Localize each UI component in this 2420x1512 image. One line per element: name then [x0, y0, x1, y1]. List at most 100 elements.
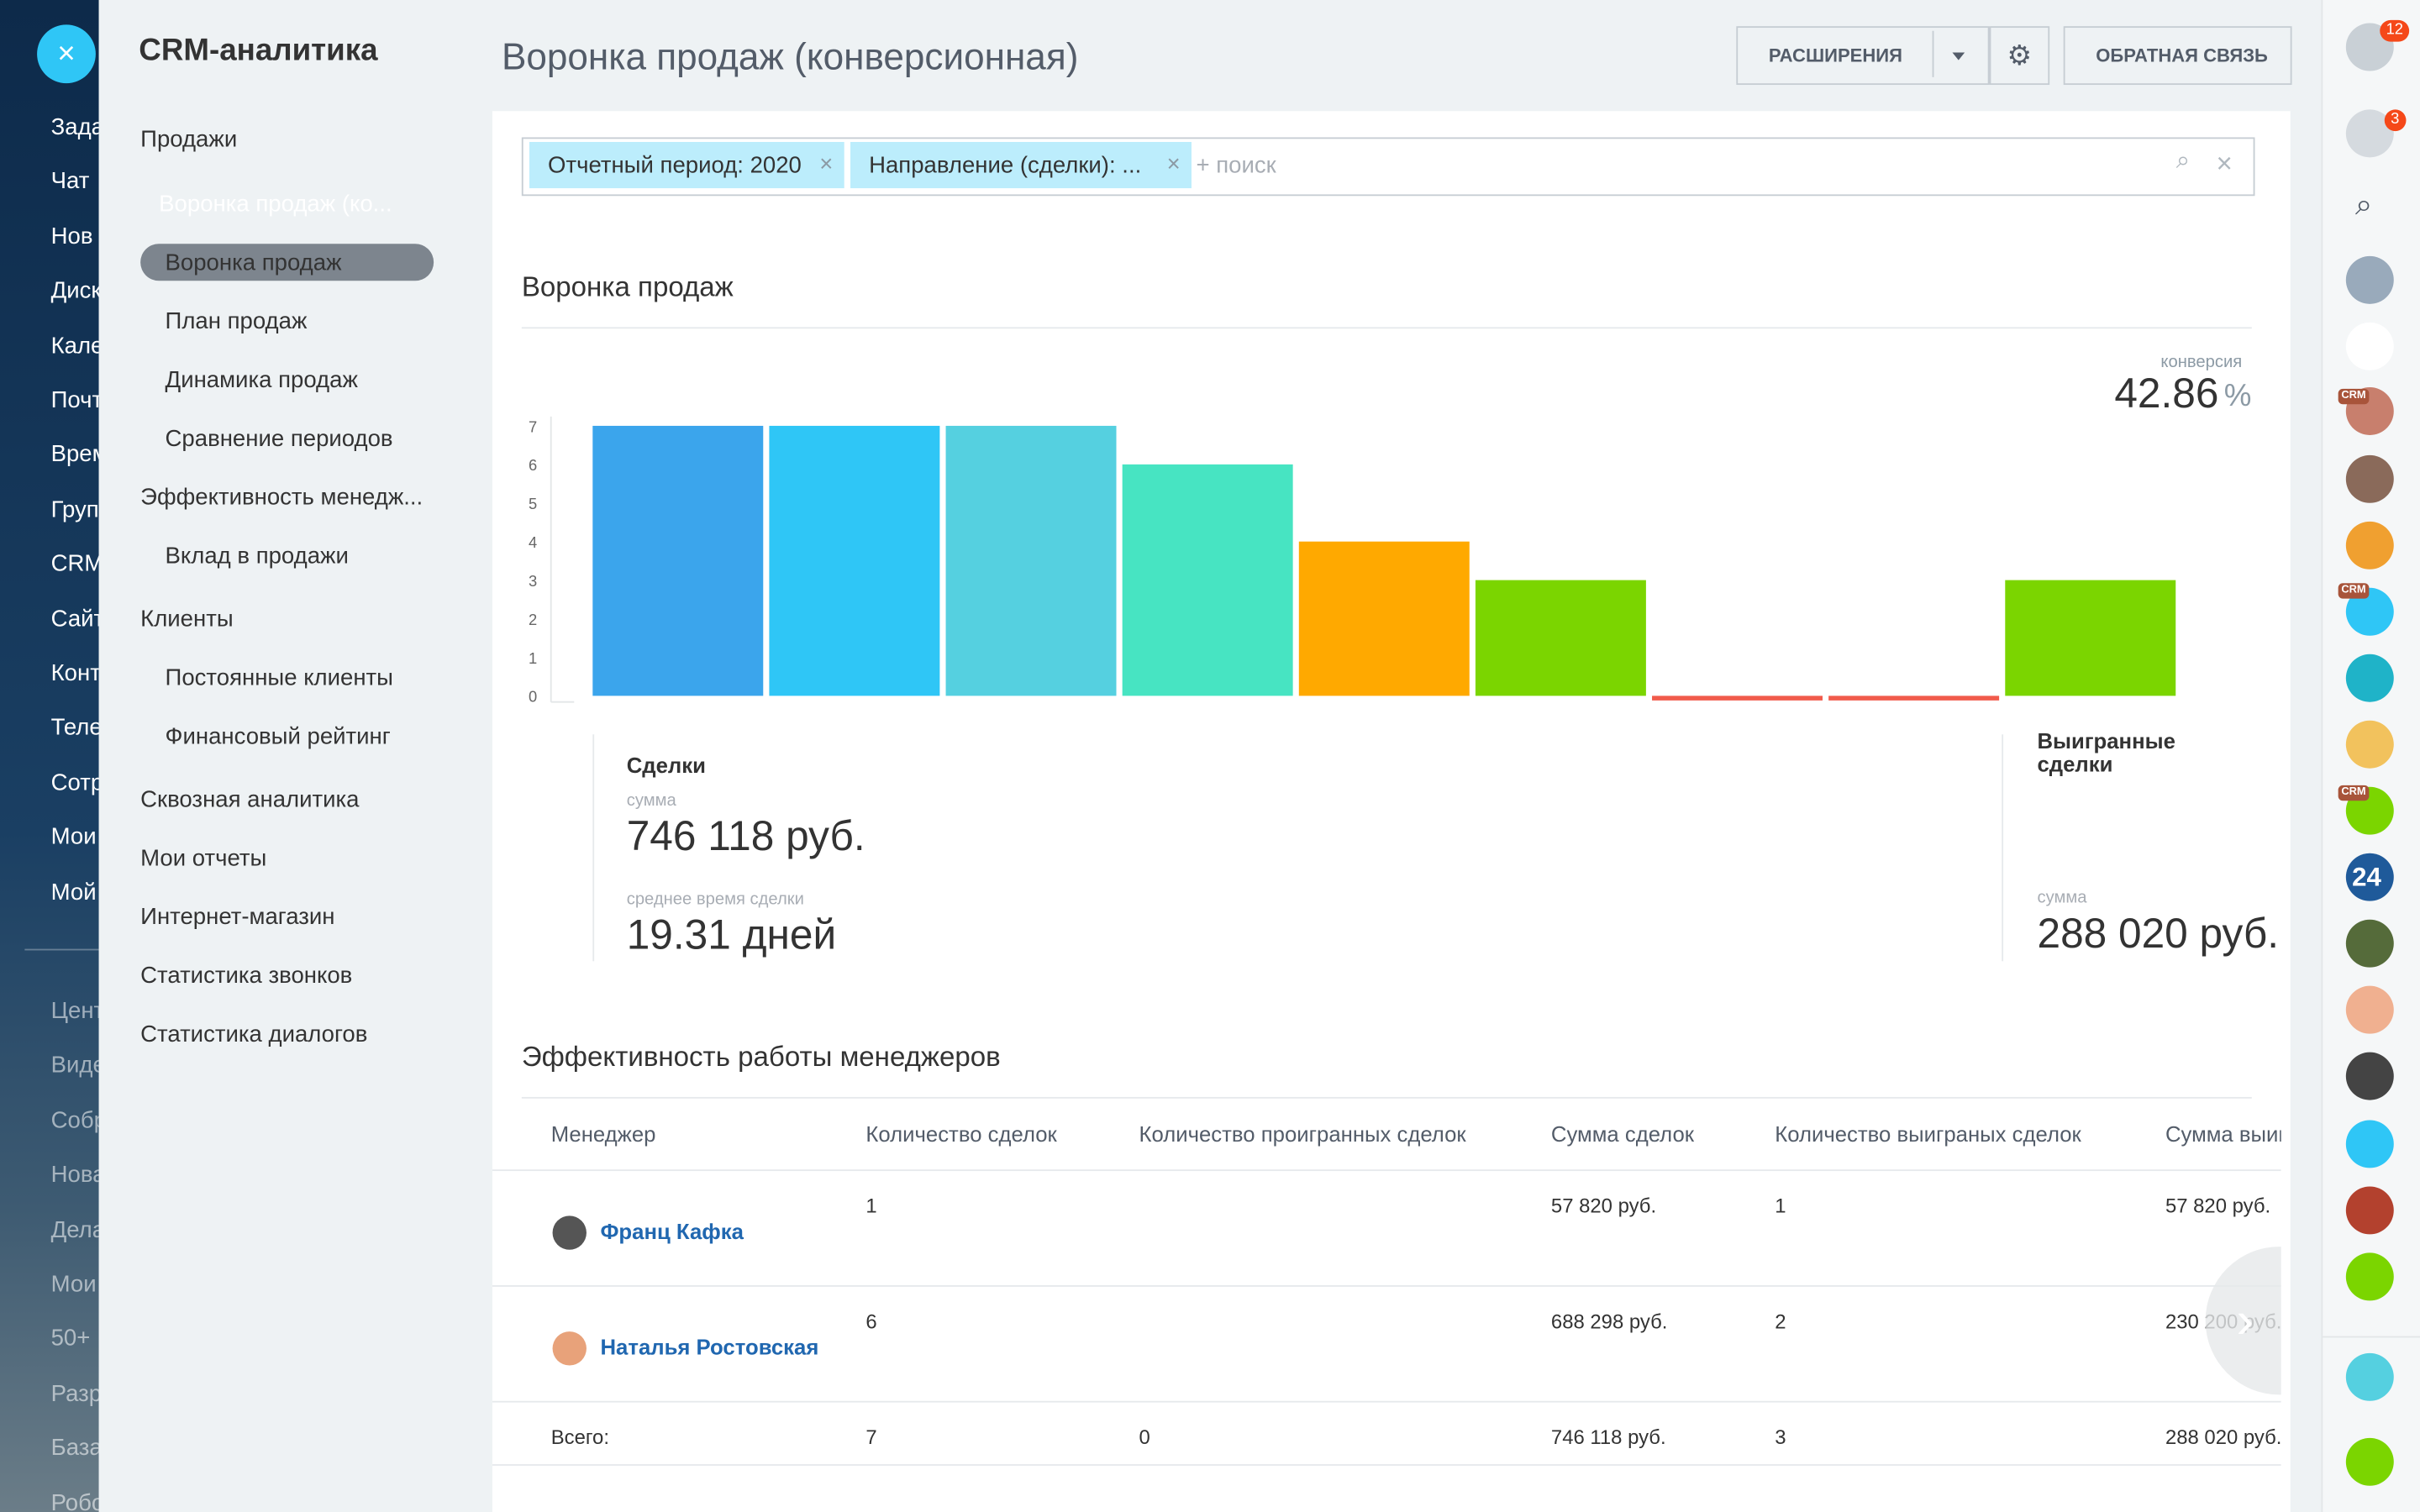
nav-subitem[interactable]: Динамика продаж [166, 367, 358, 393]
nav-item[interactable]: Статистика диалогов [140, 1021, 367, 1047]
left-menu-item[interactable]: Робо [51, 1490, 99, 1512]
nav-item[interactable]: Статистика звонков [140, 963, 352, 989]
section-title: Эффективность работы менеджеров [522, 1042, 1001, 1074]
nav-item[interactable]: Продажи [140, 127, 237, 153]
left-menu-item[interactable]: Дела [51, 1216, 99, 1242]
page-title: Воронка продаж (конверсионная) [502, 37, 1078, 80]
bar [1652, 696, 1823, 701]
left-menu-item[interactable]: Нов [51, 223, 93, 249]
nav-item[interactable]: Интернет-магазин [140, 904, 334, 930]
avatar [553, 1331, 587, 1365]
left-menu-item[interactable]: Теле [51, 715, 99, 741]
left-menu-item[interactable]: Цент [51, 998, 99, 1024]
left-menu-item[interactable]: Сайт [51, 606, 99, 632]
stat-title: Выигранные сделки [2037, 730, 2191, 776]
y-tick-label: 0 [529, 688, 537, 706]
total-cell: 3 [1775, 1425, 1786, 1449]
manager-link[interactable]: Наталья Ростовская [600, 1335, 818, 1359]
left-menu-item[interactable]: Кале [51, 333, 99, 359]
table: МенеджерКоличество сделокКоличество прои… [492, 1099, 2281, 1469]
nav-item[interactable]: Клиенты [140, 606, 233, 633]
settings-button[interactable]: ⚙ [1990, 26, 2050, 85]
bar [2005, 580, 2175, 696]
search-icon[interactable]: ⌕ [2176, 148, 2190, 176]
nav-subitem[interactable]: Постоянные клиенты [166, 665, 393, 691]
sidebar-avatar[interactable] [2346, 522, 2394, 570]
divider [24, 949, 98, 951]
left-menu-item[interactable]: 50+ [51, 1326, 91, 1352]
sidebar-avatar[interactable] [2346, 1120, 2394, 1168]
nav-item[interactable]: Сквозная аналитика [140, 787, 359, 813]
cell: 688 298 руб. [1551, 1310, 1668, 1333]
section-title: Воронка продаж [522, 271, 734, 304]
nav-subitem[interactable]: План продаж [166, 308, 308, 334]
left-menu-item[interactable]: Врем [51, 442, 99, 468]
scroll-arrow[interactable]: › [2206, 1247, 2281, 1394]
column-header: Количество проигранных сделок [1139, 1121, 1466, 1146]
nav-subitem[interactable]: Финансовый рейтинг [166, 723, 391, 749]
manager-link[interactable]: Франц Кафка [600, 1219, 743, 1243]
sidebar-avatar[interactable] [2346, 455, 2394, 503]
left-menu-item[interactable]: База [51, 1436, 99, 1462]
b24-label: 24 [2352, 863, 2381, 894]
chip-remove[interactable]: × [819, 151, 833, 177]
left-menu-item[interactable]: Нова [51, 1162, 99, 1188]
dropdown-caret[interactable] [1952, 52, 1965, 60]
bar [1828, 696, 1999, 701]
sidebar-avatar[interactable] [2346, 256, 2394, 304]
bar [769, 426, 939, 696]
nav-item[interactable]: Воронка продаж (ко... [159, 192, 392, 218]
sidebar-avatar[interactable] [2346, 1053, 2394, 1100]
y-tick-label: 5 [529, 495, 537, 512]
left-menu-item[interactable]: Груп [51, 496, 99, 522]
nav-item[interactable]: Эффективность менедж... [140, 485, 423, 511]
left-menu-item[interactable]: Виде [51, 1053, 99, 1079]
stat-label: среднее время сделки [627, 890, 804, 909]
conversion-unit: % [2224, 380, 2252, 415]
sidebar-avatar[interactable] [2346, 920, 2394, 968]
clear-icon[interactable]: × [2217, 148, 2233, 181]
sidebar-avatar[interactable] [2346, 654, 2394, 702]
left-menu-item[interactable]: Диск [51, 278, 99, 304]
row-line [492, 1169, 2281, 1171]
funnel-chart: 01234567 [509, 402, 2269, 718]
crm-tag: CRM [2338, 785, 2370, 801]
column-header: Сумма выиг [2165, 1121, 2281, 1146]
y-tick-label: 2 [529, 611, 537, 628]
nav-subitem[interactable]: Вклад в продажи [166, 543, 349, 570]
sidebar-avatar[interactable] [2346, 1186, 2394, 1234]
sidebar-avatar[interactable] [2346, 986, 2394, 1034]
nav-item[interactable]: Мои отчеты [140, 846, 266, 872]
filter-chip-label: Направление (сделки): ... [869, 153, 1141, 179]
total-cell: Всего: [551, 1425, 609, 1449]
left-menu-item[interactable]: Зада [51, 114, 99, 140]
bar [1123, 465, 1293, 696]
left-menu-item[interactable]: Разр [51, 1381, 99, 1407]
sidebar-avatar[interactable] [2346, 323, 2394, 370]
left-menu-item[interactable]: Мой [51, 879, 97, 905]
stat-label: сумма [627, 791, 676, 810]
stat-title: Сделки [627, 753, 706, 777]
call-button[interactable] [2346, 1438, 2394, 1486]
left-menu-item[interactable]: Мои [51, 1271, 97, 1297]
left-menu-item[interactable]: Сотр [51, 769, 99, 795]
search-icon[interactable]: ⌕ [2355, 188, 2373, 223]
left-menu-item[interactable]: CRM [51, 551, 99, 577]
stat-value: 288 020 руб. [2037, 911, 2279, 958]
left-menu-item[interactable]: Конт [51, 660, 99, 686]
chip-remove[interactable]: × [1167, 151, 1181, 177]
sidebar-avatar[interactable] [2346, 1252, 2394, 1300]
button-label: ОБРАТНАЯ СВЯЗЬ [2096, 45, 2268, 66]
bar [1476, 580, 1646, 696]
left-menu-item[interactable]: Почт [51, 387, 99, 413]
sidebar-icon[interactable] [2346, 1353, 2394, 1401]
left-menu-item[interactable]: Мои [51, 824, 97, 850]
nav-subitem[interactable]: Сравнение периодов [166, 426, 393, 452]
y-tick-label: 3 [529, 572, 537, 590]
close-button[interactable]: × [37, 24, 96, 83]
left-menu-item[interactable]: Собр [51, 1107, 99, 1133]
sidebar-avatar[interactable] [2346, 721, 2394, 769]
crm-tag: CRM [2338, 583, 2370, 598]
left-menu-item[interactable]: Чат [51, 169, 90, 195]
nav-subitem[interactable]: Воронка продаж [166, 250, 342, 276]
